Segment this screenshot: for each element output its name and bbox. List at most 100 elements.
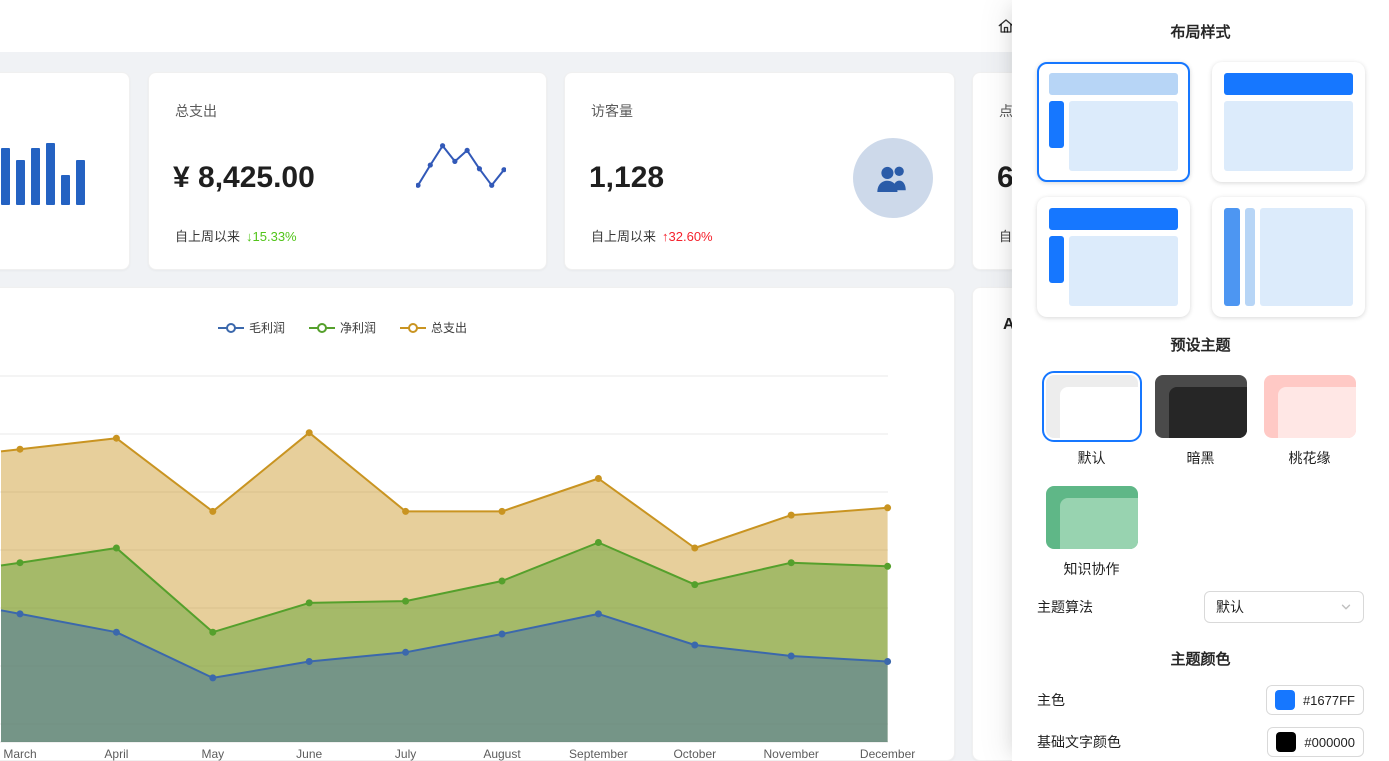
theme-option-knowledge[interactable]: 知识协作 [1042, 482, 1142, 579]
theme-thumbnail [1045, 486, 1138, 549]
layout-option-side[interactable] [1037, 62, 1190, 182]
svg-text:May: May [201, 747, 224, 761]
stat-card-bar-chart [0, 72, 130, 270]
delta-up-badge: ↑32.60% [662, 229, 713, 244]
color-picker-primary[interactable]: #1677FF [1265, 685, 1364, 715]
legend-marker-icon [400, 322, 426, 333]
stat-value: 1,128 [589, 161, 665, 194]
theme-thumb-frame [1260, 371, 1360, 442]
layout-option-mix[interactable] [1037, 197, 1190, 317]
stat-footer-label: 自上周以来 [175, 229, 241, 244]
card-title: A [1003, 316, 1015, 333]
layout-preview-block [1069, 236, 1178, 306]
layout-option-preview [1049, 73, 1178, 171]
stat-footer: 自上周以来 ↓15.33% [175, 230, 297, 244]
color-hex-value: #1677FF [1302, 692, 1355, 708]
theme-option-default[interactable]: 默认 [1041, 371, 1142, 468]
legend-label: 毛利润 [248, 321, 285, 335]
theme-algorithm-row: 主题算法 默认 [1037, 591, 1364, 623]
color-row-label: 主色 [1037, 692, 1065, 708]
layout-option-preview [1224, 208, 1353, 306]
legend-item-毛利润[interactable]: 毛利润 [217, 319, 285, 336]
stat-footer: 自 [999, 230, 1012, 244]
theme-color-rows: 主色 #1677FF 基础文字颜色 #000000 [1012, 685, 1389, 757]
area-chart: March April May June July August September Octo… [0, 375, 915, 761]
stat-footer-label: 自上周以来 [591, 229, 657, 244]
visitors-icon-circle [853, 138, 933, 218]
stat-footer-label: 自 [999, 229, 1013, 244]
legend-label: 总支出 [431, 321, 468, 335]
legend-label: 净利润 [339, 321, 376, 335]
legend-marker-icon [217, 322, 244, 333]
color-picker-base-text[interactable]: #000000 [1267, 727, 1364, 757]
legend-item-总支出[interactable]: 总支出 [400, 319, 467, 336]
color-swatch [1274, 690, 1295, 710]
stat-value: 6 [997, 161, 1014, 194]
theme-thumb-frame [1042, 482, 1142, 553]
theme-settings-drawer: 布局样式 预设主题 默认 暗黑 桃花缘知识协作 主题算法 默认 主题颜色 主色 #16… [1012, 0, 1389, 761]
theme-thumbnail-panel [1277, 387, 1356, 438]
layout-section-title: 布局样式 [1170, 24, 1231, 41]
svg-text:November: November [764, 747, 819, 761]
svg-text:April: April [104, 747, 128, 761]
theme-option-label: 默认 [1077, 450, 1106, 466]
svg-text:August: August [483, 747, 521, 761]
mini-line-chart [416, 143, 506, 188]
layout-preview-block [1049, 236, 1064, 283]
stat-card-expense: 总支出 ¥ 8,425.00 自上周以来 ↓15.33% [148, 72, 547, 270]
layout-preview-block [1245, 208, 1255, 306]
layout-option-preview [1049, 208, 1178, 306]
theme-thumbnail [1045, 375, 1138, 438]
svg-text:September: September [569, 747, 628, 761]
stat-title: 总支出 [175, 103, 217, 119]
svg-text:December: December [860, 747, 915, 761]
layout-preview-body [1049, 101, 1178, 171]
layout-preview-block [1224, 73, 1353, 95]
profit-area-chart-card: March April May June July August September Octo… [0, 287, 955, 761]
algorithm-select[interactable]: 默认 [1204, 591, 1364, 623]
theme-option-label: 桃花缘 [1288, 450, 1331, 466]
color-row-label: 基础文字颜色 [1037, 734, 1121, 750]
layout-preview-body [1224, 208, 1353, 306]
theme-option-label: 暗黑 [1186, 450, 1215, 466]
delta-down-badge: ↓15.33% [246, 229, 297, 244]
stat-card-visitors: 访客量 1,128 自上周以来 ↑32.60% [564, 72, 955, 270]
layout-option-preview [1224, 73, 1353, 171]
home-icon[interactable] [997, 17, 1015, 35]
theme-option-label: 知识协作 [1063, 561, 1120, 577]
color-swatch [1276, 732, 1297, 752]
theme-thumbnail-panel [1059, 387, 1138, 438]
theme-option-dark[interactable]: 暗黑 [1151, 371, 1251, 468]
layout-options-grid [1037, 62, 1365, 317]
theme-option-peach[interactable]: 桃花缘 [1260, 371, 1360, 468]
color-section-title: 主题颜色 [1170, 651, 1231, 668]
chart-legend: 毛利润 净利润 总支出 [0, 319, 954, 336]
svg-text:March: March [3, 747, 36, 761]
layout-preview-block [1049, 101, 1064, 148]
layout-preview-block [1224, 101, 1353, 171]
team-icon [877, 166, 906, 192]
layout-option-double-side[interactable] [1212, 197, 1365, 317]
theme-thumbnail [1154, 375, 1247, 438]
theme-section-title: 预设主题 [1170, 337, 1231, 354]
layout-preview-block [1049, 73, 1178, 95]
legend-marker-icon [308, 322, 335, 333]
chevron-down-icon [1341, 604, 1351, 610]
layout-preview-block [1069, 101, 1178, 171]
theme-color-row-base-text: 基础文字颜色 #000000 [1037, 727, 1364, 757]
svg-text:June: June [296, 747, 322, 761]
color-hex-value: #000000 [1304, 734, 1355, 750]
algorithm-select-value: 默认 [1216, 599, 1244, 615]
stat-title: 点 [999, 103, 1013, 119]
theme-thumbnail [1263, 375, 1356, 438]
theme-color-row-primary: 主色 #1677FF [1037, 685, 1364, 715]
preset-theme-grid: 默认 暗黑 桃花缘知识协作 [1037, 371, 1364, 579]
layout-preview-block [1260, 208, 1353, 306]
legend-item-净利润[interactable]: 净利润 [308, 319, 376, 336]
mini-bar-chart [1, 143, 85, 205]
svg-text:October: October [673, 747, 716, 761]
layout-option-top[interactable] [1212, 62, 1365, 182]
theme-thumbnail-panel [1059, 498, 1138, 549]
svg-text:July: July [395, 747, 416, 761]
algorithm-label: 主题算法 [1037, 599, 1093, 615]
